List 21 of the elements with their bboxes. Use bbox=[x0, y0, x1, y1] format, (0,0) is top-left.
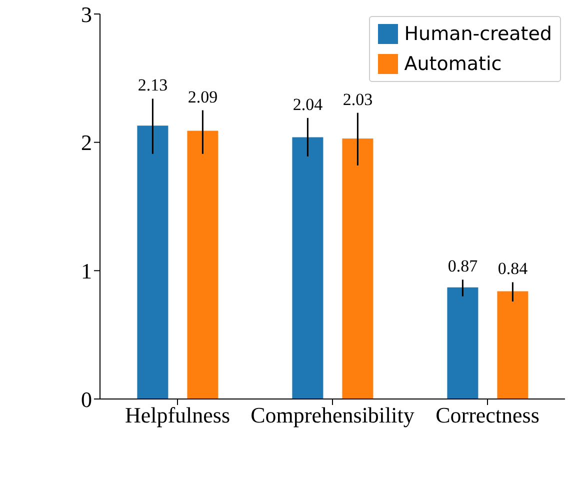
bar bbox=[447, 287, 478, 399]
y-tick-label: 3 bbox=[81, 2, 92, 27]
bar bbox=[292, 137, 324, 399]
data-label: 0.87 bbox=[448, 256, 478, 276]
x-tick-label: Helpfulness bbox=[124, 402, 230, 428]
bar bbox=[342, 138, 374, 399]
y-tick-label: 1 bbox=[81, 258, 92, 284]
y-tick-label: 0 bbox=[81, 386, 92, 412]
data-label: 2.09 bbox=[188, 87, 218, 106]
bar bbox=[497, 291, 528, 399]
x-tick-label: Correctness bbox=[436, 402, 540, 428]
legend-label: Automatic bbox=[404, 52, 502, 77]
bar bbox=[137, 126, 168, 399]
y-tick-label: 2 bbox=[81, 130, 92, 156]
bar bbox=[187, 130, 218, 399]
data-label: 0.84 bbox=[498, 259, 528, 278]
legend-label: Human-created bbox=[404, 22, 552, 47]
data-label: 2.13 bbox=[138, 76, 168, 95]
data-label: 2.03 bbox=[342, 90, 373, 109]
x-tick-label: Comprehensibility bbox=[250, 402, 414, 428]
data-label: 2.04 bbox=[292, 94, 324, 114]
